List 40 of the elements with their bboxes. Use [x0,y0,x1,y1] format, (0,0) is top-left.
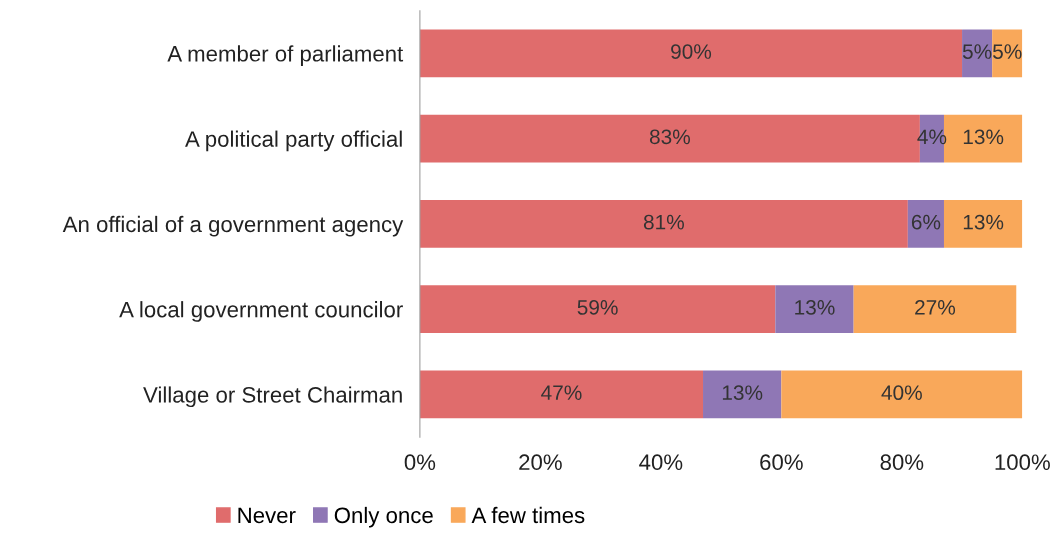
x-tick-label: 100% [995,454,1050,471]
data-label: 13% [795,300,835,315]
data-label: 59% [577,300,618,315]
y-tick-label: An official of a government agency [62,215,404,237]
legend-label: A few times [471,506,585,524]
x-tick-label: 40% [639,454,683,471]
x-tick-label: 60% [760,454,803,471]
bar [781,370,1023,419]
bar [419,29,963,78]
data-label: 40% [881,385,922,401]
x-tick-label: 0% [404,454,436,471]
data-label: 13% [963,129,1004,145]
data-label: 13% [963,214,1004,230]
data-label: 81% [643,214,684,230]
data-label: 5% [962,44,992,59]
legend-label: Never [238,507,296,524]
data-label: 5% [993,44,1022,59]
bar [853,285,1017,334]
y-tick-label: A local government councilor [119,301,403,322]
bar [419,285,776,334]
data-label: 83% [649,129,690,145]
data-label: 27% [915,300,956,315]
data-label: 13% [722,385,763,401]
bar [419,200,908,248]
data-label: 6% [911,214,941,230]
x-tick-label: 80% [880,454,924,471]
data-label: 90% [671,44,712,59]
y-tick-label: A member of parliament [167,45,404,66]
bar [962,29,993,78]
data-label: 47% [541,385,582,400]
y-tick-label: Village or Street Chairman [143,386,402,408]
bar [943,200,1023,248]
bar [992,29,1023,78]
bar [907,200,944,248]
bar [775,285,854,334]
y-tick-label: A political party official [185,130,402,152]
bar [703,370,782,419]
x-tick-label: 20% [519,454,562,471]
bar [419,370,704,419]
legend-label: Only once [334,506,433,528]
